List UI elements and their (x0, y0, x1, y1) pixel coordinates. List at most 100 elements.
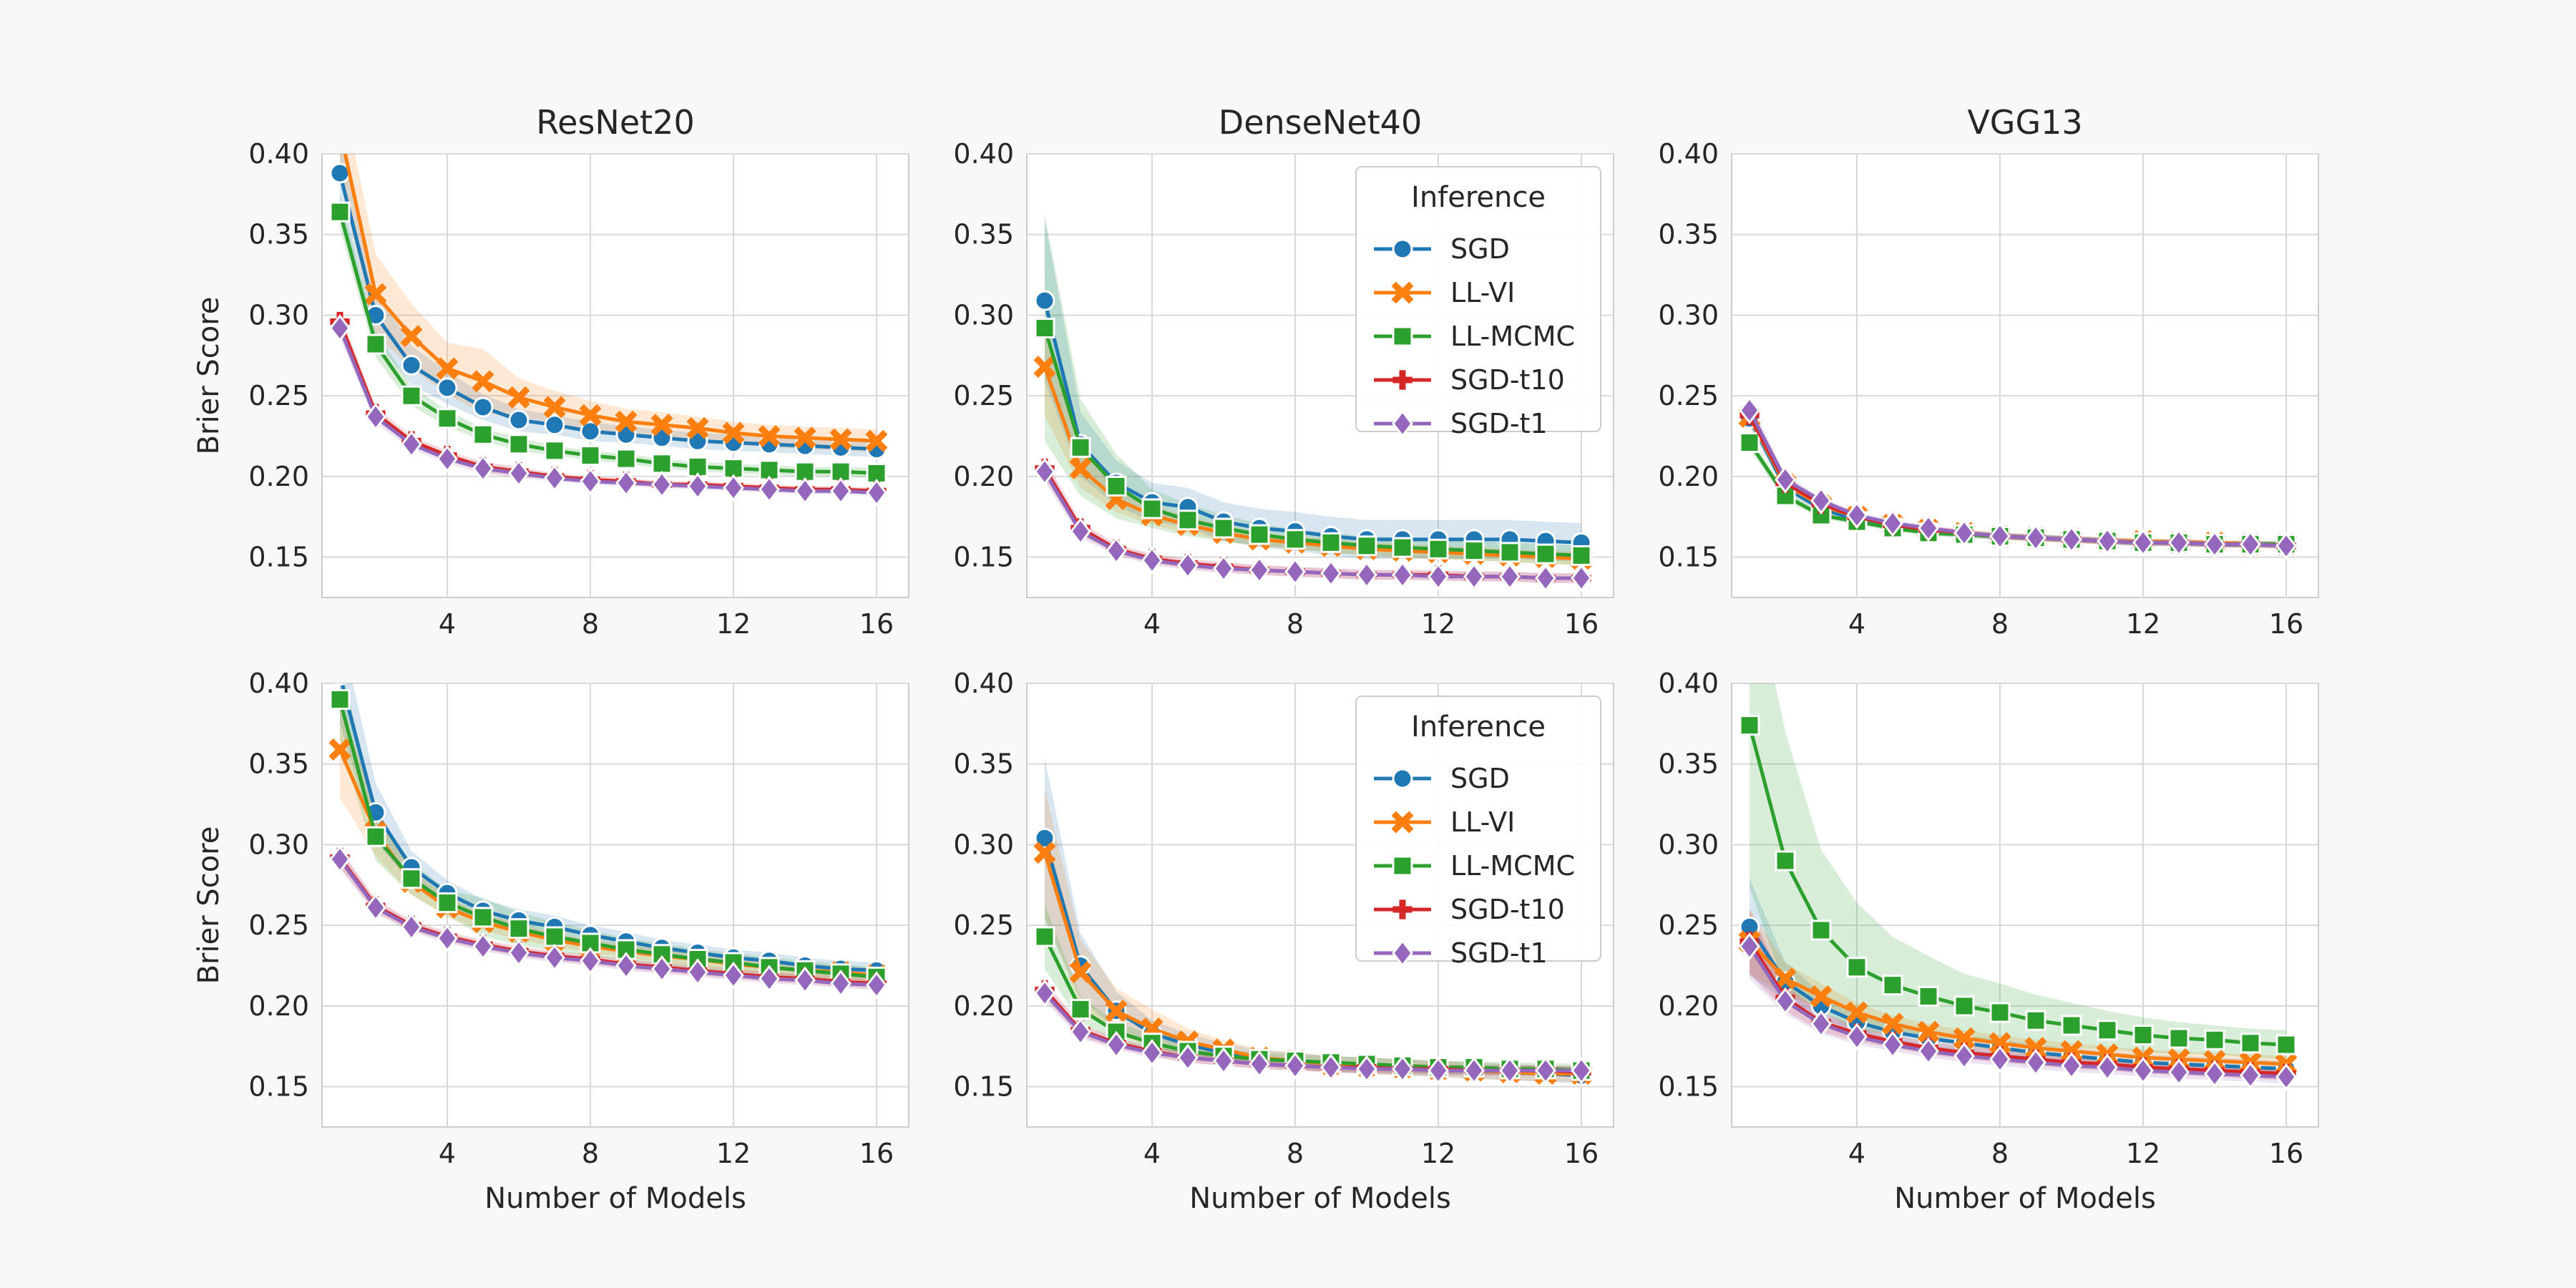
point-ll-mcmc (544, 440, 565, 462)
legend-marker (1392, 768, 1413, 789)
point-ll-mcmc (1428, 538, 1449, 560)
y-tick-label: 0.20 (248, 461, 309, 492)
y-tick-label: 0.40 (248, 668, 309, 699)
point-sgd-t1 (2061, 1051, 2082, 1080)
chart-panel-6: 4 8 12 16 0.15 0.20 0.25 0.30 0.35 0.40 Number of … (1658, 668, 2319, 1215)
point-ll-vi (650, 414, 673, 436)
x-tick-label: 12 (1421, 608, 1455, 640)
point-ll-vi (331, 121, 349, 139)
point-sgd-t1 (365, 403, 386, 431)
x-tick-label: 8 (1287, 1138, 1304, 1169)
band-sgd (1045, 220, 1581, 562)
point-sgd-t1 (723, 961, 744, 990)
point-sgd-t1 (1775, 987, 1796, 1015)
point-sgd-t1 (1918, 514, 1939, 542)
y-tick-label: 0.35 (953, 219, 1014, 250)
point-sgd-t1 (1213, 1047, 1234, 1075)
legend-label: SGD (1450, 233, 1510, 265)
point-ll-mcmc (2025, 1010, 2046, 1031)
point-sgd-t1 (758, 965, 780, 992)
line-sgd-t1 (338, 858, 877, 987)
point-sgd-t1 (1428, 1056, 1449, 1085)
point-sgd (472, 396, 494, 418)
line-ll-mcmc (1043, 327, 1582, 557)
point-ll-mcmc (1499, 542, 1521, 563)
x-axis-label: Number of Models (1894, 1182, 2156, 1215)
legend-item-sgd-t10: SGD-t10 (1374, 894, 1565, 925)
point-sgd-t1 (1070, 1018, 1091, 1046)
line-sgd-t10 (1747, 940, 2287, 1076)
point-sgd-t1 (830, 969, 852, 997)
point-ll-vi (1105, 1000, 1128, 1023)
point-ll-mcmc (2132, 1024, 2154, 1045)
legend: Inference SGD LL-VI LL-MCMC SGD-t10 SGD-t1 (1355, 696, 1601, 969)
point-ll-mcmc (1535, 543, 1556, 565)
legend-title: Inference (1411, 181, 1546, 214)
point-ll-mcmc (1463, 540, 1485, 562)
legend-label: LL-MCMC (1450, 321, 1575, 352)
point-sgd-t1 (2168, 1058, 2190, 1086)
point-ll-mcmc (2275, 1034, 2297, 1055)
legend-item-sgd: SGD (1374, 763, 1510, 794)
plot-area (321, 153, 909, 598)
x-tick-label: 16 (859, 608, 894, 640)
point-sgd-t1 (1739, 932, 1760, 960)
point-sgd-t1 (2240, 530, 2261, 558)
point-ll-mcmc (1989, 1002, 2011, 1023)
legend-label: LL-VI (1450, 277, 1515, 308)
point-sgd-t1 (1846, 1023, 1868, 1051)
x-tick-label: 12 (2126, 1138, 2160, 1169)
legend-marker (1392, 939, 1413, 967)
y-tick-label: 0.40 (1658, 138, 1719, 170)
point-sgd-t1 (723, 474, 744, 502)
point-ll-mcmc (2061, 1015, 2082, 1036)
point-sgd-t1 (1953, 1042, 1975, 1070)
point-sgd-t1 (1034, 979, 1055, 1008)
series-group (328, 683, 888, 999)
series-group (1033, 215, 1593, 592)
point-sgd-t1 (1284, 1051, 1306, 1080)
legend-box (1355, 696, 1601, 962)
line-sgd-t1 (1747, 945, 2287, 1079)
point-ll-vi (436, 357, 459, 380)
legend-item-sgd-t1: SGD-t1 (1374, 408, 1548, 439)
legend-title: Inference (1411, 711, 1546, 743)
point-ll-mcmc (365, 826, 386, 847)
point-sgd-t1 (1356, 1055, 1377, 1083)
x-tick-label: 8 (582, 608, 599, 640)
y-tick-label: 0.20 (1658, 990, 1719, 1022)
point-sgd-t1 (2097, 527, 2118, 555)
point-ll-vi (1774, 967, 1797, 990)
point-sgd-t1 (1810, 1010, 1832, 1038)
point-ll-vi (328, 738, 351, 761)
line-sgd (1747, 926, 2287, 1071)
x-tick-label: 16 (1564, 1138, 1599, 1169)
point-ll-mcmc (436, 892, 458, 914)
legend-item-ll-vi: LL-VI (1374, 806, 1515, 838)
point-sgd-t1 (580, 947, 601, 975)
legend-label: LL-MCMC (1450, 850, 1575, 882)
point-sgd-t1 (472, 454, 494, 482)
legend-marker (1392, 238, 1413, 260)
point-sgd-t1 (1320, 1053, 1342, 1081)
line-ll-mcmc (338, 211, 877, 475)
y-tick-label: 0.15 (953, 1071, 1014, 1103)
point-sgd-t1 (544, 464, 565, 492)
y-tick-label: 0.15 (248, 1071, 309, 1103)
point-sgd-t1 (2025, 524, 2046, 552)
chart-panel-5: 4 8 12 16 0.15 0.20 0.25 0.30 0.35 0.40 Number of … (953, 668, 1614, 1215)
point-sgd-t1 (1249, 1050, 1270, 1078)
point-sgd-t1 (1034, 457, 1055, 486)
legend-marker (1391, 281, 1414, 304)
y-axis-label: Brier Score (192, 297, 225, 455)
line-sgd-t1 (1043, 992, 1581, 1073)
x-tick-label: 4 (1848, 1138, 1865, 1169)
point-ll-mcmc (1571, 545, 1592, 566)
point-sgd-t1 (1177, 551, 1199, 580)
y-tick-label: 0.15 (1658, 1071, 1719, 1103)
x-tick-label: 12 (1421, 1138, 1455, 1169)
point-ll-vi (829, 428, 852, 451)
point-sgd-t1 (2204, 530, 2225, 558)
point-ll-vi (758, 425, 781, 448)
chart-panel-1: 4 8 12 16 0.15 0.20 0.25 0.30 0.35 0.40 ResNet20 Br… (192, 103, 909, 640)
